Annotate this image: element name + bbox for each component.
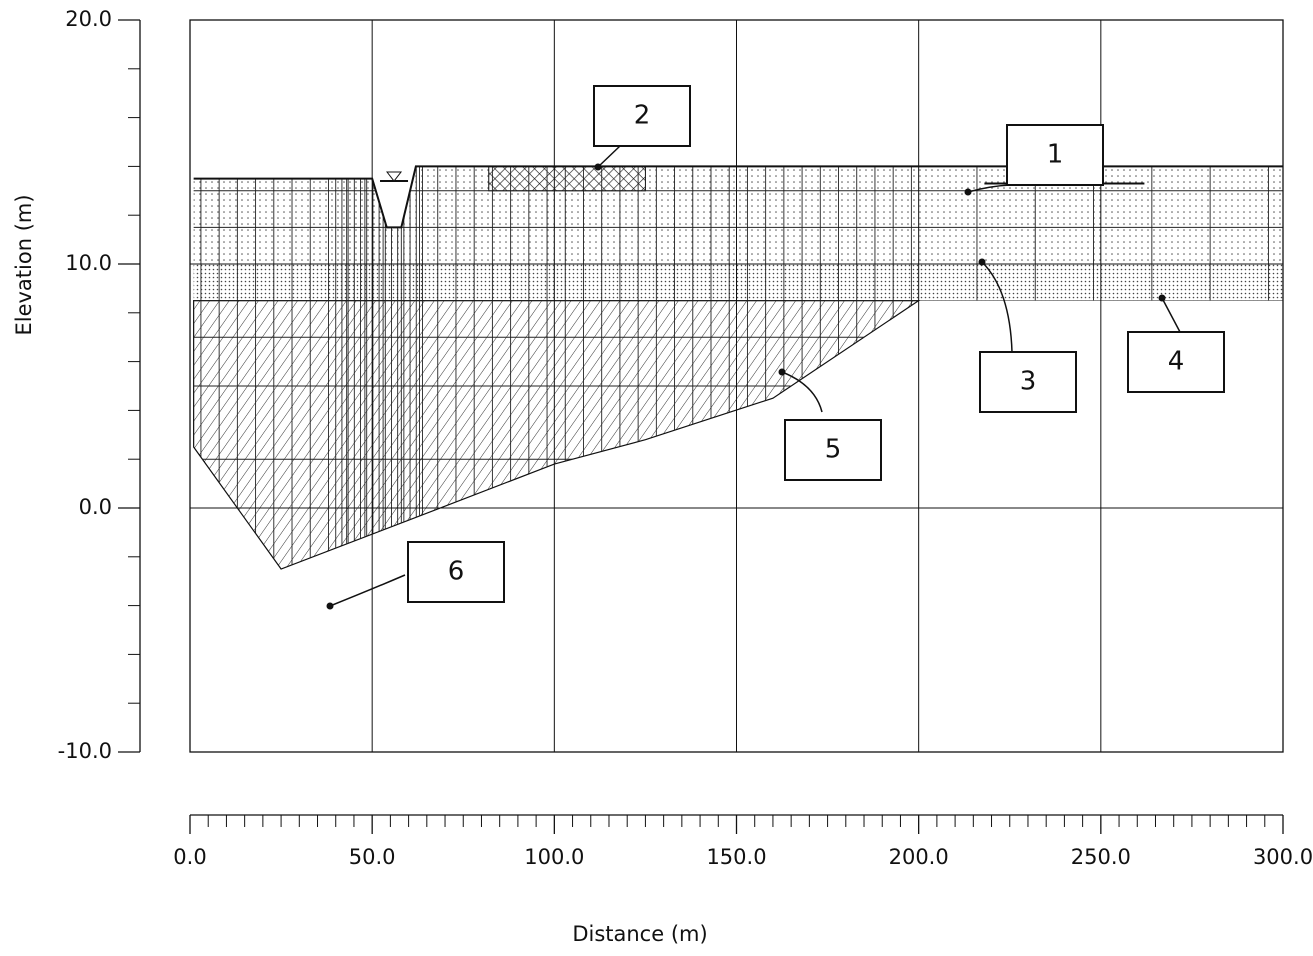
y-tick-label: 10.0: [65, 251, 112, 275]
y-axis-title: Elevation (m): [12, 194, 36, 335]
fill-patch: [489, 166, 646, 190]
annotation-label: 4: [1168, 347, 1185, 377]
x-tick-label: 0.0: [173, 845, 206, 869]
annotation-label: 3: [1020, 367, 1037, 397]
arrow-head: [327, 603, 334, 610]
x-tick-label: 300.0: [1253, 845, 1313, 869]
annotation-arrow: [1162, 298, 1180, 332]
annotation-arrow: [330, 575, 405, 606]
arrow-head: [979, 259, 986, 266]
annotation-arrow: [598, 146, 620, 167]
annotation-label: 6: [448, 557, 465, 587]
dense-sand-layer: [194, 264, 1283, 301]
annotation-label: 1: [1047, 140, 1064, 170]
arrow-head: [1159, 295, 1166, 302]
x-tick-label: 250.0: [1071, 845, 1131, 869]
x-axis-title: Distance (m): [572, 922, 707, 946]
y-tick-label: 0.0: [79, 495, 112, 519]
arrow-head: [595, 164, 602, 171]
arrow-head: [779, 369, 786, 376]
y-tick-label: 20.0: [65, 7, 112, 31]
water-symbol: [387, 172, 401, 181]
x-tick-label: 150.0: [706, 845, 766, 869]
x-tick-label: 200.0: [889, 845, 949, 869]
y-tick-label: -10.0: [58, 739, 112, 763]
chart: Elevation (m) Distance (m) 0.050.0100.01…: [0, 0, 1313, 952]
x-tick-label: 50.0: [349, 845, 396, 869]
arrow-head: [965, 189, 972, 196]
annotation-label: 5: [825, 435, 842, 465]
annotation-label: 2: [634, 101, 651, 131]
page: Elevation (m) Distance (m) 0.050.0100.01…: [0, 0, 1313, 956]
x-tick-label: 100.0: [524, 845, 584, 869]
